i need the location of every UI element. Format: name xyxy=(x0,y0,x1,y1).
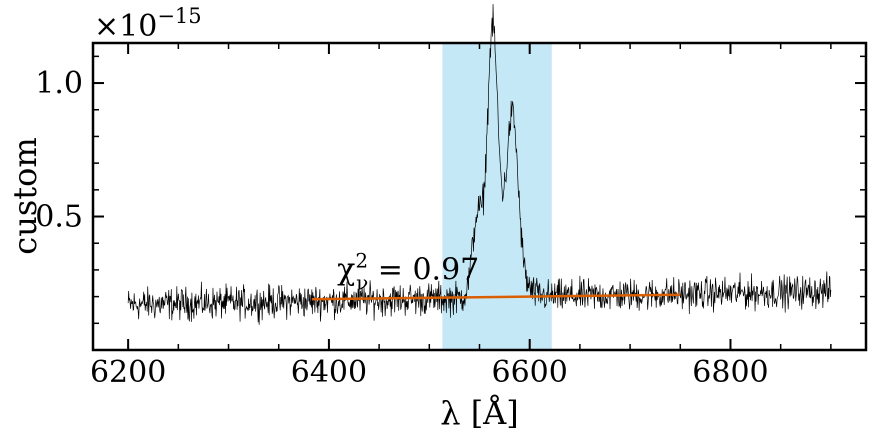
fit-line xyxy=(311,293,681,301)
highlight-band-layer xyxy=(442,43,552,350)
y-tick-label: 0.5 xyxy=(35,200,83,235)
x-tick-label: 6800 xyxy=(692,355,768,390)
x-axis-label: λ [Å] xyxy=(440,394,519,432)
x-tick-label: 6400 xyxy=(291,355,367,390)
y-axis-label: custom xyxy=(6,137,44,254)
y-tick-label: 1.0 xyxy=(35,66,83,101)
chi-square-annotation: χ2 ν = 0.97 xyxy=(337,248,479,294)
tick-labels-layer: 6200 6400 6600 6800 0.5 1.0 xyxy=(35,66,768,390)
spectrum-line xyxy=(127,4,832,325)
offset-label: ×10−15 xyxy=(94,4,202,44)
x-tick-label: 6200 xyxy=(90,355,166,390)
fit-line-layer xyxy=(311,293,681,301)
plot-frame xyxy=(91,41,868,352)
x-tick-label: 6600 xyxy=(492,355,568,390)
spectrum-layer xyxy=(127,4,832,325)
highlight-band xyxy=(442,43,552,350)
